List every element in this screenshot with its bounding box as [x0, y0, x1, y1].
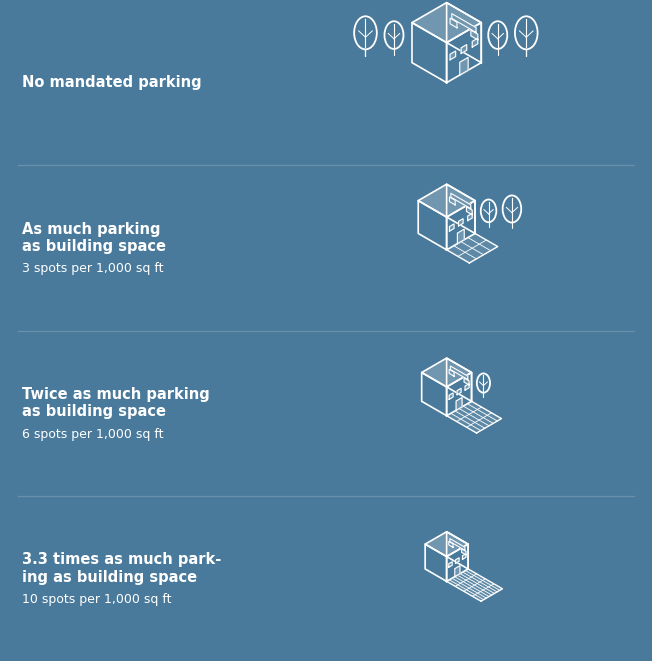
Polygon shape — [450, 539, 465, 550]
Polygon shape — [451, 366, 468, 379]
Ellipse shape — [515, 17, 538, 50]
Ellipse shape — [385, 21, 404, 49]
Polygon shape — [447, 358, 471, 401]
Polygon shape — [447, 3, 481, 63]
Ellipse shape — [488, 21, 507, 49]
Polygon shape — [462, 549, 466, 555]
Polygon shape — [447, 373, 471, 416]
Polygon shape — [471, 30, 478, 40]
Polygon shape — [451, 193, 471, 209]
Polygon shape — [457, 389, 461, 395]
Ellipse shape — [477, 373, 490, 393]
Text: 3 spots per 1,000 sq ft: 3 spots per 1,000 sq ft — [22, 262, 164, 276]
Polygon shape — [449, 393, 453, 399]
Text: 6 spots per 1,000 sq ft: 6 spots per 1,000 sq ft — [22, 428, 164, 441]
Polygon shape — [449, 224, 454, 231]
Text: As much parking
as building space: As much parking as building space — [22, 221, 166, 254]
Polygon shape — [425, 531, 468, 557]
Polygon shape — [460, 58, 468, 75]
Polygon shape — [458, 219, 463, 226]
Polygon shape — [449, 562, 452, 567]
Polygon shape — [418, 184, 475, 217]
Polygon shape — [462, 554, 466, 559]
Text: 3.3 times as much park-
ing as building space: 3.3 times as much park- ing as building … — [22, 552, 221, 584]
Polygon shape — [447, 22, 481, 83]
Polygon shape — [447, 531, 468, 569]
Polygon shape — [449, 369, 454, 376]
Polygon shape — [447, 184, 475, 233]
Polygon shape — [461, 45, 467, 54]
Polygon shape — [425, 544, 447, 582]
Polygon shape — [422, 358, 471, 387]
Polygon shape — [465, 384, 469, 390]
Polygon shape — [456, 397, 462, 410]
Polygon shape — [418, 201, 447, 250]
Polygon shape — [412, 3, 481, 42]
Polygon shape — [464, 378, 469, 385]
Polygon shape — [447, 569, 503, 602]
Polygon shape — [452, 14, 476, 32]
Text: Twice as much parking
as building space: Twice as much parking as building space — [22, 387, 210, 419]
Text: No mandated parking: No mandated parking — [22, 75, 201, 90]
Polygon shape — [412, 22, 447, 83]
Polygon shape — [449, 541, 453, 547]
Ellipse shape — [354, 17, 377, 50]
Polygon shape — [422, 373, 447, 416]
Polygon shape — [466, 207, 472, 215]
Polygon shape — [450, 51, 456, 60]
Polygon shape — [456, 558, 459, 563]
Polygon shape — [447, 201, 475, 250]
Polygon shape — [455, 566, 460, 576]
Polygon shape — [447, 401, 501, 433]
Polygon shape — [447, 233, 497, 263]
Polygon shape — [449, 197, 455, 205]
Polygon shape — [450, 19, 457, 28]
Polygon shape — [458, 229, 464, 244]
Text: 10 spots per 1,000 sq ft: 10 spots per 1,000 sq ft — [22, 593, 171, 606]
Ellipse shape — [503, 196, 521, 223]
Polygon shape — [447, 544, 468, 582]
Ellipse shape — [481, 200, 496, 222]
Polygon shape — [472, 38, 478, 47]
Polygon shape — [467, 214, 472, 221]
